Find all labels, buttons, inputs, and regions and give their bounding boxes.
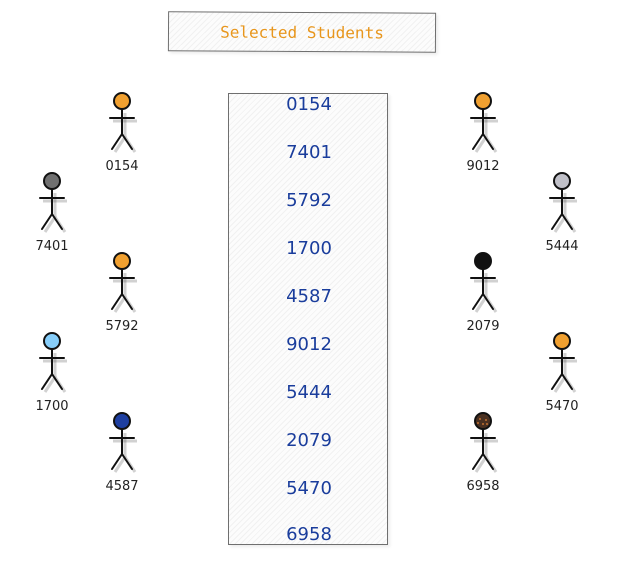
person-icon	[470, 252, 498, 313]
actor-label: 7401	[35, 239, 69, 254]
list-item: 5792	[286, 190, 332, 211]
student-actor	[463, 252, 503, 313]
student-actor	[102, 412, 142, 473]
person-icon	[39, 172, 67, 233]
title-box: Selected Students	[167, 11, 437, 53]
person-icon	[109, 252, 137, 313]
diagram-title: Selected Students	[220, 22, 384, 42]
actor-label: 5470	[545, 399, 579, 414]
actor-label: 6958	[466, 479, 500, 494]
actor-label: 9012	[466, 159, 500, 174]
list-item: 7401	[286, 142, 332, 163]
person-icon	[470, 92, 498, 153]
student-actor	[32, 332, 72, 393]
student-actor	[463, 412, 503, 473]
actor-label: 5792	[105, 319, 139, 334]
list-item: 6958	[286, 524, 332, 545]
list-item: 1700	[286, 238, 332, 259]
actor-label: 0154	[105, 159, 139, 174]
student-actor	[102, 92, 142, 153]
list-item: 9012	[286, 334, 332, 355]
actor-label: 4587	[105, 479, 139, 494]
person-icon	[549, 332, 577, 393]
person-icon	[39, 332, 67, 393]
list-item: 5444	[286, 382, 332, 403]
student-actor	[542, 332, 582, 393]
actor-label: 5444	[545, 239, 579, 254]
list-item: 2079	[286, 430, 332, 451]
person-icon	[549, 172, 577, 233]
student-actor	[463, 92, 503, 153]
person-icon	[470, 412, 498, 473]
list-item: 5470	[286, 478, 332, 499]
student-actor	[102, 252, 142, 313]
list-item: 0154	[286, 94, 332, 115]
person-icon	[109, 92, 137, 153]
actor-label: 2079	[466, 319, 500, 334]
student-actor	[32, 172, 72, 233]
actor-label: 1700	[35, 399, 69, 414]
student-actor	[542, 172, 582, 233]
list-item: 4587	[286, 286, 332, 307]
person-icon	[109, 412, 137, 473]
student-list-box: 0154 7401 5792 1700 4587 9012 5444 2079 …	[228, 93, 388, 545]
